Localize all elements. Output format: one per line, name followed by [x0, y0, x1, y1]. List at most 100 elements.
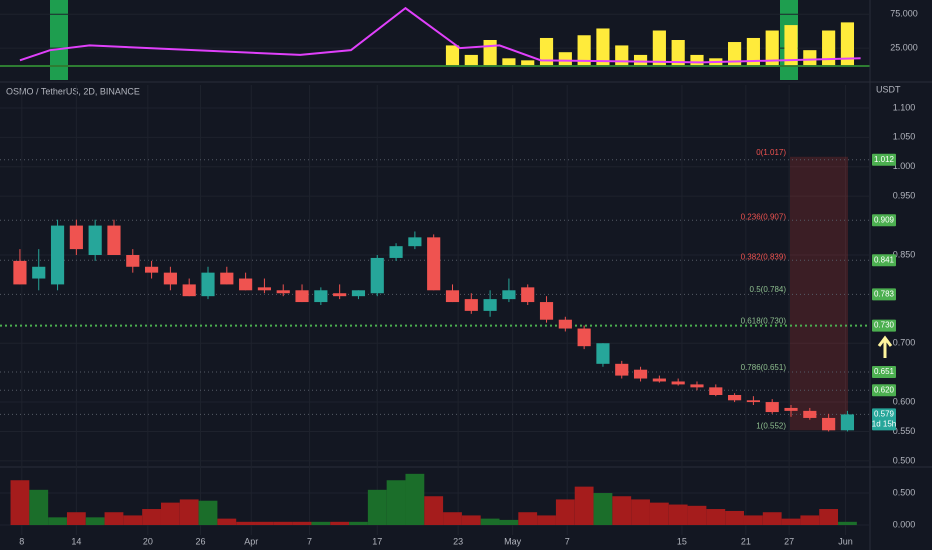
- price-label: 1.012: [874, 155, 895, 164]
- candle-body: [163, 272, 177, 285]
- candle-body: [539, 302, 554, 320]
- candle-body: [690, 384, 704, 388]
- indicator-bar: [822, 30, 836, 66]
- price-box: [872, 366, 896, 379]
- volume-bar: [555, 499, 575, 526]
- indicator-bar: [784, 25, 798, 66]
- volume-bar: [518, 512, 538, 526]
- x-tick-label: May: [504, 536, 522, 546]
- fib-label: 0.786(0.651): [741, 363, 787, 372]
- candle-body: [765, 402, 779, 413]
- fib-label: 1(0.552): [756, 421, 786, 430]
- volume-bar: [443, 512, 462, 526]
- x-tick-label: 8: [19, 536, 24, 546]
- indicator-bar: [445, 45, 460, 66]
- x-tick-label: 27: [784, 536, 794, 546]
- volume-bar: [367, 489, 387, 526]
- y-tick-label: 25.000: [890, 43, 918, 53]
- candle-body: [351, 290, 366, 297]
- volume-bar: [819, 509, 839, 526]
- x-tick-label: 20: [143, 536, 153, 546]
- indicator-bar: [558, 52, 572, 66]
- countdown: 1d 15h: [872, 420, 896, 429]
- candle-body: [201, 272, 215, 297]
- indicator-bar: [596, 28, 610, 66]
- volume-bar: [405, 473, 425, 526]
- candle-body: [784, 407, 798, 411]
- x-tick-label: 7: [565, 536, 570, 546]
- candle-body: [502, 290, 516, 300]
- candle-body: [671, 381, 685, 385]
- candle-body: [728, 395, 742, 401]
- candle-body: [126, 255, 140, 267]
- candle-body: [577, 328, 591, 347]
- price-label: 0.620: [874, 385, 895, 394]
- fib-zone: [790, 156, 848, 431]
- indicator-bar: [746, 37, 760, 66]
- y-tick-label: 1.000: [893, 161, 916, 171]
- y-tick-label: 0.850: [893, 249, 916, 259]
- volume-bar: [160, 502, 180, 526]
- volume-bar: [217, 518, 237, 526]
- candle-body: [803, 410, 817, 418]
- volume-bar: [142, 509, 161, 526]
- candle-body: [408, 237, 422, 247]
- candle-body: [370, 257, 384, 294]
- volume-bar: [687, 505, 707, 526]
- volume-bar: [612, 496, 632, 526]
- indicator-bar: [671, 40, 685, 66]
- candle-body: [822, 417, 836, 431]
- price-box: [872, 408, 896, 431]
- indicator-bar: [840, 22, 855, 66]
- volume-bar: [85, 517, 105, 526]
- indicator-bar: [803, 50, 817, 66]
- symbol-title: OSMO / TetherUS, 2D, BINANCE: [6, 86, 140, 96]
- volume-bar: [499, 519, 519, 526]
- candle-body: [276, 290, 290, 294]
- candle-body: [257, 287, 272, 291]
- candle-body: [88, 225, 102, 255]
- y-tick-label: 1.100: [893, 102, 916, 112]
- indicator-bar: [539, 37, 554, 66]
- price-box: [872, 214, 896, 227]
- y-tick-label: 0.700: [893, 338, 916, 348]
- volume-bar: [386, 480, 406, 526]
- volume-bar: [725, 510, 744, 526]
- indicator-bar: [615, 45, 629, 66]
- x-tick-label: 21: [741, 536, 751, 546]
- candle-body: [521, 287, 535, 303]
- volume-bar: [29, 489, 49, 526]
- candle-body: [13, 260, 27, 285]
- fib-label: 0.382(0.839): [741, 253, 787, 262]
- volume-bar: [762, 512, 782, 526]
- y-tick-label: 0.500: [893, 455, 916, 465]
- x-tick-label: 23: [453, 536, 463, 546]
- volume-bar: [537, 515, 556, 526]
- x-tick-label: 26: [195, 536, 205, 546]
- fib-label: 0.5(0.784): [750, 285, 787, 294]
- candle-body: [333, 293, 347, 297]
- volume-bar: [800, 515, 820, 526]
- x-tick-label: Jun: [838, 536, 853, 546]
- price-box: [872, 319, 896, 332]
- volume-bar: [461, 515, 481, 526]
- indicator-bar: [728, 42, 742, 66]
- volume-bar: [574, 486, 594, 526]
- volume-bar: [330, 521, 350, 526]
- candle-body: [483, 299, 497, 311]
- candle-body: [182, 284, 196, 297]
- highlight: [50, 0, 68, 80]
- indicator-bar: [633, 54, 648, 66]
- indicator-bar: [577, 35, 591, 66]
- x-tick-label: 15: [677, 536, 687, 546]
- volume-bar: [179, 499, 199, 526]
- y-tick-label: 1.050: [893, 132, 916, 142]
- fib-label: 0.618(0.730): [741, 317, 787, 326]
- indicator-bar: [502, 58, 516, 66]
- candle-body: [633, 369, 648, 379]
- price-box: [872, 153, 896, 166]
- price-label: 0.651: [874, 367, 895, 376]
- y-tick-label: 0.950: [893, 191, 916, 201]
- y-tick-label: 0.600: [893, 396, 916, 406]
- volume-bar: [649, 502, 669, 526]
